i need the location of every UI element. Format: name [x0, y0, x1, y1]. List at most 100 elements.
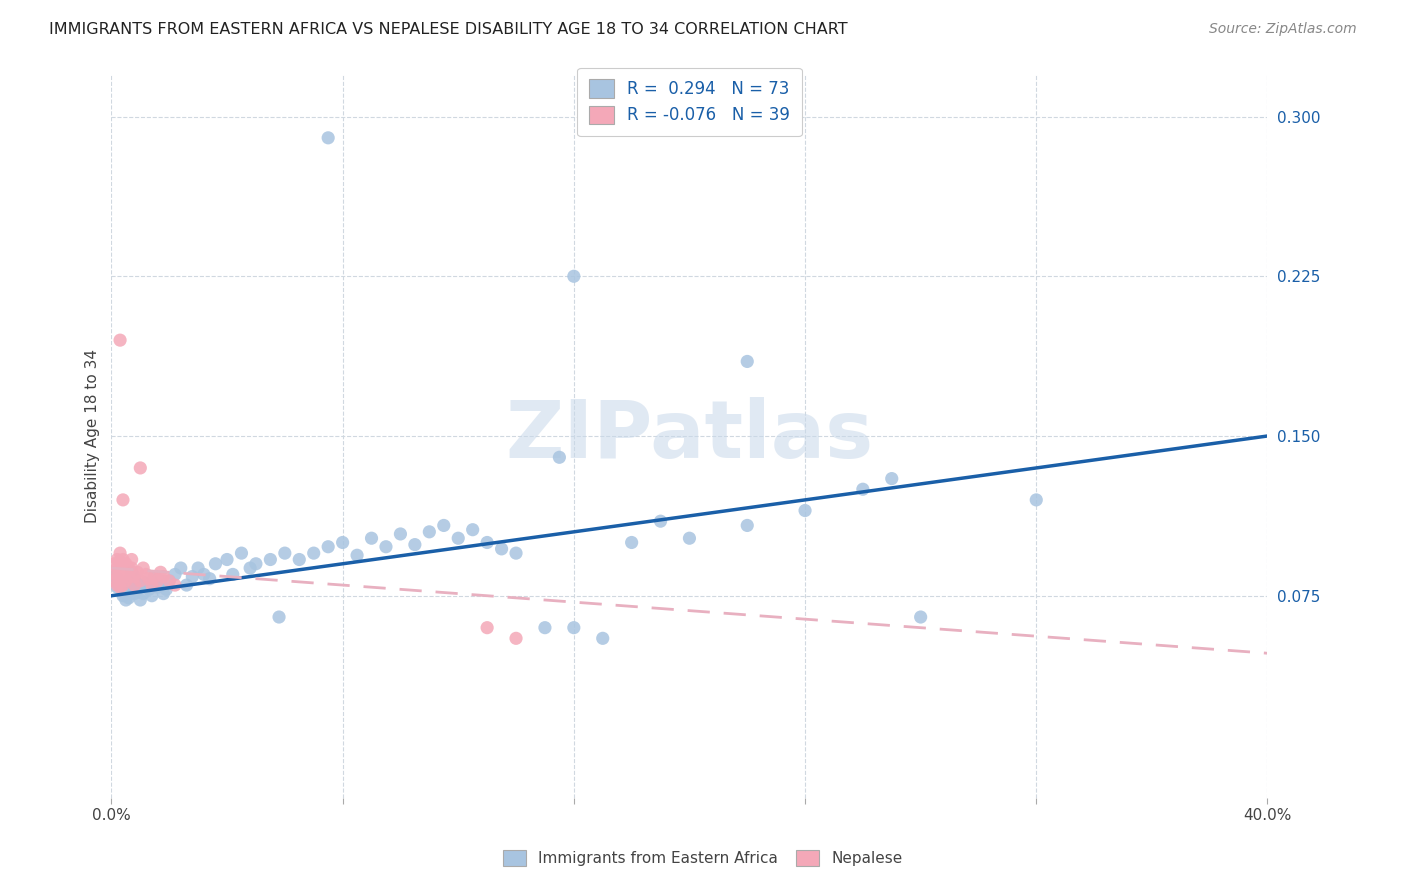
- Point: [118, 569, 141, 583]
- Point: [316, 131, 339, 145]
- Point: [146, 580, 169, 594]
- Point: [108, 563, 131, 577]
- Point: [505, 632, 527, 646]
- Point: [181, 569, 204, 583]
- Point: [447, 531, 470, 545]
- Point: [115, 574, 138, 588]
- Point: [433, 518, 456, 533]
- Point: [193, 567, 215, 582]
- Point: [115, 557, 138, 571]
- Point: [105, 569, 128, 583]
- Point: [620, 535, 643, 549]
- Point: [121, 552, 143, 566]
- Point: [124, 569, 146, 583]
- Point: [267, 610, 290, 624]
- Point: [548, 450, 571, 465]
- Text: ZIPatlas: ZIPatlas: [505, 397, 873, 475]
- Point: [155, 582, 177, 597]
- Text: Source: ZipAtlas.com: Source: ZipAtlas.com: [1209, 22, 1357, 37]
- Point: [143, 569, 166, 583]
- Point: [105, 561, 128, 575]
- Point: [404, 538, 426, 552]
- Point: [121, 578, 143, 592]
- Point: [735, 518, 758, 533]
- Point: [143, 569, 166, 583]
- Y-axis label: Disability Age 18 to 34: Disability Age 18 to 34: [86, 349, 100, 523]
- Point: [346, 548, 368, 562]
- Point: [170, 561, 193, 575]
- Point: [491, 541, 513, 556]
- Point: [475, 535, 498, 549]
- Point: [103, 557, 125, 571]
- Point: [108, 578, 131, 592]
- Point: [592, 632, 614, 646]
- Point: [461, 523, 484, 537]
- Point: [111, 569, 134, 583]
- Point: [149, 566, 172, 580]
- Point: [115, 593, 138, 607]
- Point: [135, 576, 157, 591]
- Point: [910, 610, 932, 624]
- Point: [231, 546, 253, 560]
- Point: [124, 578, 146, 592]
- Point: [176, 578, 198, 592]
- Point: [418, 524, 440, 539]
- Point: [152, 569, 174, 583]
- Point: [143, 578, 166, 592]
- Point: [129, 578, 152, 592]
- Point: [360, 531, 382, 545]
- Point: [111, 589, 134, 603]
- Text: IMMIGRANTS FROM EASTERN AFRICA VS NEPALESE DISABILITY AGE 18 TO 34 CORRELATION C: IMMIGRANTS FROM EASTERN AFRICA VS NEPALE…: [49, 22, 848, 37]
- Point: [152, 586, 174, 600]
- Point: [735, 354, 758, 368]
- Point: [129, 574, 152, 588]
- Point: [239, 561, 262, 575]
- Point: [105, 572, 128, 586]
- Point: [138, 582, 160, 597]
- Point: [121, 561, 143, 575]
- Point: [650, 514, 672, 528]
- Point: [111, 552, 134, 566]
- Point: [115, 566, 138, 580]
- Point: [105, 580, 128, 594]
- Point: [302, 546, 325, 560]
- Point: [129, 461, 152, 475]
- Point: [288, 552, 311, 566]
- Point: [149, 574, 172, 588]
- Point: [163, 578, 186, 592]
- Point: [108, 333, 131, 347]
- Point: [135, 567, 157, 582]
- Point: [118, 574, 141, 588]
- Legend: Immigrants from Eastern Africa, Nepalese: Immigrants from Eastern Africa, Nepalese: [494, 841, 912, 875]
- Point: [124, 586, 146, 600]
- Point: [222, 567, 245, 582]
- Point: [108, 572, 131, 586]
- Point: [124, 572, 146, 586]
- Point: [108, 580, 131, 594]
- Point: [274, 546, 297, 560]
- Point: [475, 621, 498, 635]
- Point: [389, 527, 412, 541]
- Point: [198, 572, 221, 586]
- Point: [157, 574, 180, 588]
- Point: [103, 569, 125, 583]
- Point: [105, 578, 128, 592]
- Point: [215, 552, 238, 566]
- Point: [121, 566, 143, 580]
- Point: [332, 535, 354, 549]
- Point: [678, 531, 700, 545]
- Point: [316, 540, 339, 554]
- Point: [187, 561, 209, 575]
- Point: [375, 540, 398, 554]
- Point: [103, 574, 125, 588]
- Point: [1025, 492, 1047, 507]
- Point: [111, 492, 134, 507]
- Point: [108, 555, 131, 569]
- Point: [115, 582, 138, 597]
- Point: [103, 566, 125, 580]
- Point: [127, 566, 149, 580]
- Point: [880, 472, 903, 486]
- Point: [141, 578, 163, 592]
- Point: [132, 586, 155, 600]
- Point: [111, 578, 134, 592]
